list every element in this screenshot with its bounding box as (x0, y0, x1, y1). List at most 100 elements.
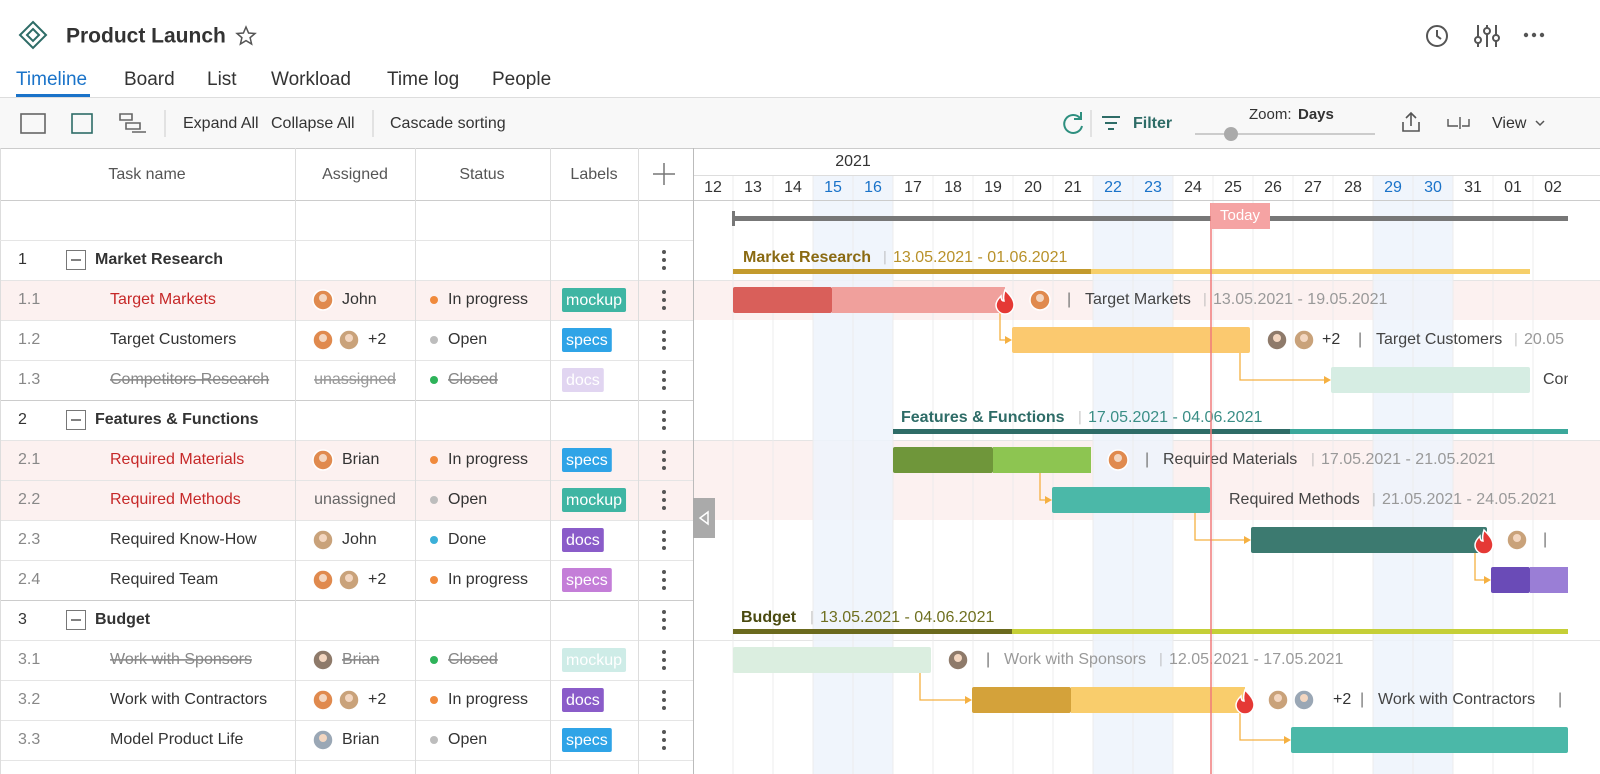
task-bar[interactable] (1530, 567, 1568, 593)
status-dot (430, 496, 438, 504)
label-background (562, 528, 604, 552)
task-name[interactable]: Competitors Research (110, 371, 269, 388)
row-menu[interactable] (662, 690, 666, 710)
assignee-extra: +2 (368, 331, 386, 348)
task-name[interactable]: Work with Sponsors (110, 651, 252, 668)
avatar-face (1513, 534, 1521, 542)
task-name[interactable]: Target Customers (110, 331, 236, 348)
task-bar[interactable] (832, 287, 1005, 313)
tab[interactable]: Board (124, 69, 175, 90)
active-tab-underline (16, 94, 90, 97)
task-bar[interactable] (1491, 567, 1530, 593)
label: specs (566, 452, 608, 469)
overdue-icon (995, 288, 1015, 315)
row-menu[interactable] (662, 410, 666, 430)
label-background (562, 488, 627, 512)
row-menu[interactable] (662, 570, 666, 590)
label-background (562, 448, 612, 472)
tab[interactable]: List (207, 69, 237, 90)
row-menu[interactable] (662, 650, 666, 670)
tab[interactable]: Timeline (16, 69, 87, 90)
summary-bar (733, 269, 1091, 274)
row-menu[interactable] (662, 330, 666, 350)
task-bar[interactable] (1052, 487, 1210, 513)
today-badge (1211, 203, 1270, 229)
row-menu[interactable] (662, 450, 666, 470)
tab[interactable]: Workload (271, 69, 351, 90)
row-menu[interactable] (662, 370, 666, 390)
label: mockup (566, 492, 622, 509)
separator: | (1360, 691, 1364, 708)
dependency-arrow (1239, 353, 1329, 381)
day-label: 17 (904, 179, 922, 196)
filter-icon[interactable] (1102, 116, 1120, 130)
task-bar[interactable] (1291, 727, 1568, 753)
tab[interactable]: People (492, 69, 551, 90)
task-bar[interactable] (1012, 327, 1250, 353)
label: mockup (566, 292, 622, 309)
row-menu[interactable] (662, 290, 666, 310)
add-column-button[interactable] (653, 163, 675, 185)
label-background (562, 328, 612, 352)
filter-button[interactable]: Filter (1133, 115, 1172, 132)
label: docs (566, 532, 600, 549)
task-name[interactable]: Model Product Life (110, 731, 244, 748)
separator: | (1358, 331, 1362, 348)
separator: │ (1202, 292, 1209, 307)
today-label: Today (1220, 207, 1261, 224)
baseline-button[interactable] (1447, 117, 1470, 129)
avatar-face (319, 694, 327, 702)
task-bar[interactable] (733, 647, 931, 673)
cascade-sorting[interactable]: Cascade sorting (390, 115, 506, 132)
settings-button[interactable] (1474, 25, 1500, 47)
export-button[interactable] (1402, 111, 1420, 132)
tab[interactable]: Time log (387, 69, 459, 90)
task-bar[interactable] (893, 447, 993, 473)
row-menu[interactable] (662, 610, 666, 630)
summary-bar (1012, 629, 1568, 634)
status: Done (448, 531, 486, 548)
panel-toggle[interactable] (693, 498, 715, 538)
separator: │ (1077, 410, 1084, 425)
bar-name: Target Customers (1376, 331, 1502, 348)
task-name[interactable]: Required Team (110, 571, 218, 588)
task-bar[interactable] (1071, 687, 1245, 713)
summary-dates: 13.05.2021 - 01.06.2021 (893, 249, 1067, 266)
collapse-all[interactable]: Collapse All (271, 115, 355, 132)
history-button[interactable] (1426, 25, 1448, 47)
zoom-knob[interactable] (1224, 127, 1238, 141)
more-button[interactable] (1523, 32, 1545, 38)
refresh-button[interactable] (1063, 112, 1083, 134)
row-menu[interactable] (662, 530, 666, 550)
day-label: 01 (1504, 179, 1522, 196)
task-bar[interactable] (1251, 527, 1487, 553)
task-name[interactable]: Required Know-How (110, 531, 257, 548)
view-button[interactable]: View (1492, 115, 1527, 132)
task-name[interactable]: Target Markets (110, 291, 216, 308)
task-bar[interactable] (972, 687, 1071, 713)
bar-name: Required Materials (1163, 451, 1297, 468)
status: In progress (448, 291, 528, 308)
task-name[interactable]: Required Methods (110, 491, 241, 508)
row-menu[interactable] (662, 250, 666, 270)
status-dot (430, 296, 438, 304)
task-bar[interactable] (993, 447, 1091, 473)
task-id: 3 (18, 611, 27, 628)
separator: | (1558, 691, 1562, 708)
separator: | (986, 651, 990, 668)
task-bar[interactable] (1331, 367, 1530, 393)
label: specs (566, 732, 608, 749)
tree-icon[interactable] (119, 113, 146, 133)
star-button[interactable] (235, 25, 257, 46)
expand-all[interactable]: Expand All (183, 115, 259, 132)
calendar-icon[interactable] (71, 113, 93, 134)
row-menu[interactable] (662, 730, 666, 750)
avatar-face (1300, 334, 1308, 342)
task-bar[interactable] (733, 287, 832, 313)
task-name[interactable]: Required Materials (110, 451, 244, 468)
separator: | (1067, 291, 1071, 308)
view-icon[interactable] (20, 113, 46, 134)
arrow-head (1005, 336, 1012, 344)
task-name[interactable]: Work with Contractors (110, 691, 267, 708)
row-menu[interactable] (662, 490, 666, 510)
